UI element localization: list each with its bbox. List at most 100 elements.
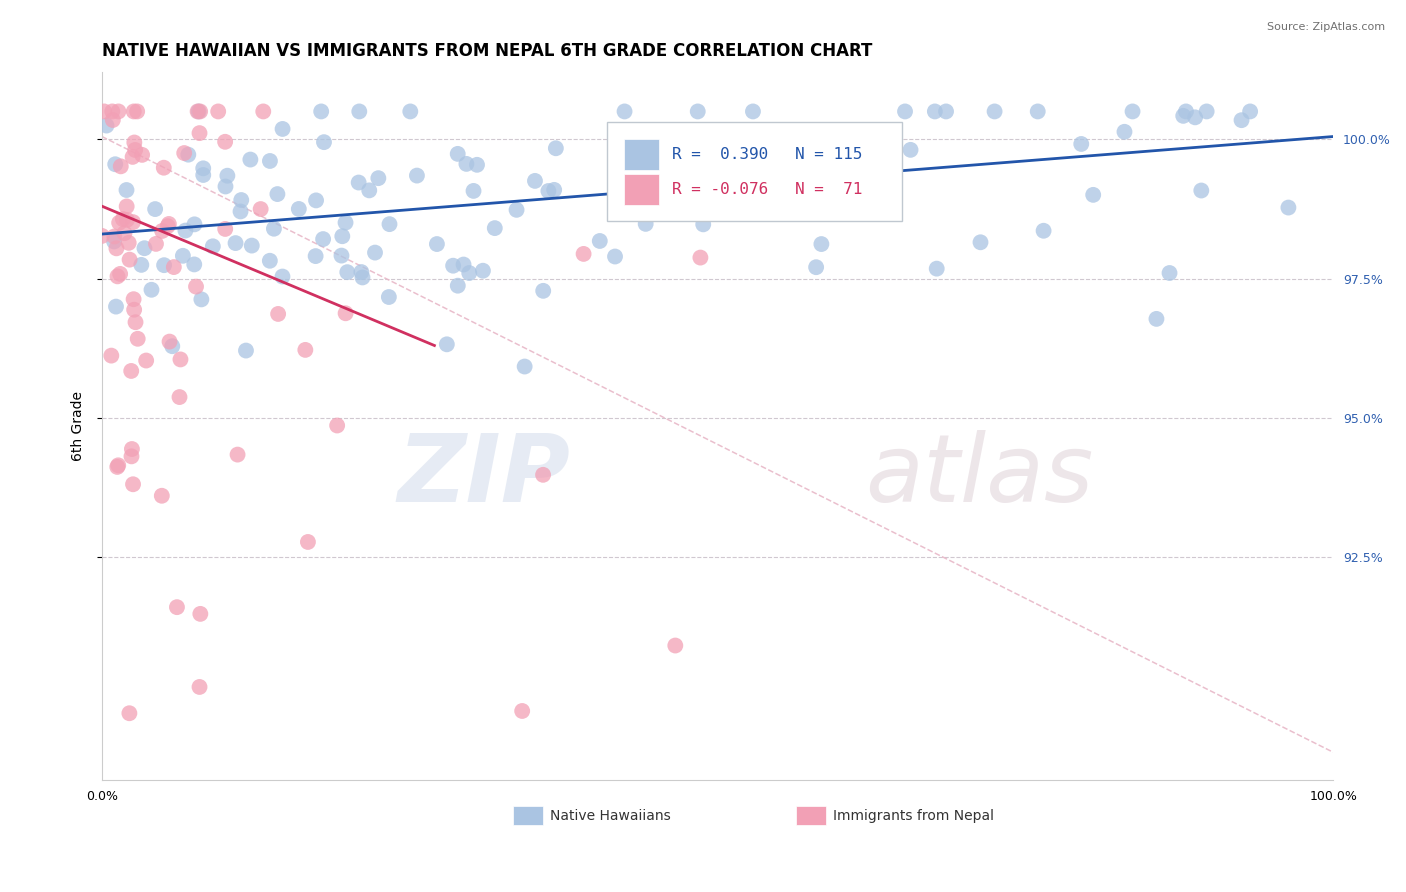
Point	[1189, 184, 1212, 198]
Point	[330, 229, 353, 244]
Point	[187, 104, 209, 119]
Point	[537, 184, 560, 198]
Point	[436, 337, 458, 351]
Point	[124, 136, 146, 150]
Point	[453, 258, 475, 272]
Point	[105, 241, 128, 255]
Point	[169, 390, 191, 404]
Point	[188, 680, 211, 694]
Point	[304, 249, 326, 263]
FancyBboxPatch shape	[624, 174, 658, 205]
Point	[969, 235, 991, 250]
Point	[742, 104, 765, 119]
Point	[894, 104, 917, 119]
Point	[1159, 266, 1181, 280]
Point	[190, 293, 212, 307]
Point	[225, 236, 247, 251]
Point	[399, 104, 422, 119]
Point	[188, 607, 211, 621]
Point	[692, 218, 714, 232]
Point	[347, 176, 370, 190]
Text: NATIVE HAWAIIAN VS IMMIGRANTS FROM NEPAL 6TH GRADE CORRELATION CHART: NATIVE HAWAIIAN VS IMMIGRANTS FROM NEPAL…	[101, 42, 872, 60]
Point	[124, 143, 146, 157]
Point	[111, 212, 134, 227]
Point	[505, 202, 527, 217]
Point	[717, 189, 740, 203]
Point	[335, 216, 357, 230]
Point	[131, 258, 153, 272]
Point	[122, 104, 145, 119]
Point	[122, 292, 145, 306]
Point	[174, 223, 197, 237]
Point	[350, 265, 373, 279]
Point	[231, 193, 253, 207]
Point	[101, 113, 124, 128]
Point	[127, 332, 149, 346]
Point	[159, 334, 181, 349]
Point	[184, 279, 207, 293]
Point	[1026, 104, 1049, 119]
Point	[1114, 125, 1136, 139]
Point	[426, 237, 449, 252]
Point	[900, 143, 922, 157]
Point	[110, 159, 132, 173]
Text: R =  0.390: R = 0.390	[672, 147, 768, 162]
Point	[447, 147, 470, 161]
Point	[249, 202, 271, 216]
Point	[235, 343, 257, 358]
Point	[544, 141, 567, 155]
Point	[335, 306, 357, 320]
Point	[252, 104, 274, 119]
Point	[118, 235, 141, 250]
Point	[543, 183, 565, 197]
Point	[108, 267, 131, 281]
Point	[122, 477, 145, 491]
Point	[105, 300, 128, 314]
Point	[330, 249, 353, 263]
Text: R = -0.076: R = -0.076	[672, 183, 768, 197]
Point	[352, 270, 374, 285]
Point	[349, 104, 371, 119]
Point	[131, 148, 153, 162]
Point	[150, 489, 173, 503]
Point	[523, 174, 546, 188]
Point	[118, 706, 141, 721]
Point	[214, 222, 236, 236]
Point	[1195, 104, 1218, 119]
Point	[121, 442, 143, 456]
Point	[1146, 311, 1168, 326]
Point	[193, 161, 215, 176]
Point	[100, 349, 122, 363]
Point	[150, 224, 173, 238]
Point	[686, 104, 709, 119]
Point	[312, 232, 335, 246]
Point	[127, 104, 149, 119]
Point	[266, 187, 288, 202]
Point	[259, 153, 281, 168]
Point	[1277, 201, 1299, 215]
Point	[214, 179, 236, 194]
Point	[108, 216, 131, 230]
Point	[924, 104, 946, 119]
Point	[447, 278, 470, 293]
Point	[1032, 224, 1054, 238]
Point	[124, 315, 146, 329]
Point	[336, 265, 359, 279]
Point	[104, 157, 127, 171]
Point	[193, 168, 215, 182]
Point	[166, 600, 188, 615]
Point	[96, 119, 118, 133]
Point	[153, 258, 176, 272]
Point	[93, 104, 115, 119]
Point	[624, 137, 647, 152]
Point	[229, 204, 252, 219]
Point	[799, 172, 821, 186]
Point	[1173, 109, 1195, 123]
Point	[1175, 104, 1198, 119]
Point	[169, 352, 191, 367]
Point	[188, 126, 211, 140]
Point	[689, 251, 711, 265]
Point	[120, 364, 142, 378]
Point	[458, 266, 481, 280]
Point	[1070, 136, 1092, 151]
